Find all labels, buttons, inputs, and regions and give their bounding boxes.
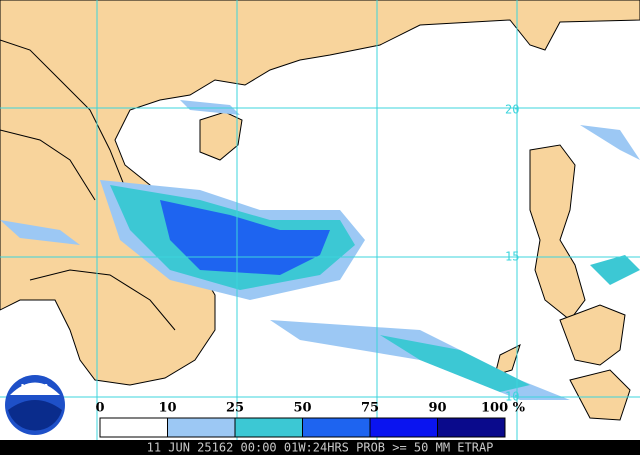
rain-blob [0,220,80,245]
legend-label: 90 [428,401,446,416]
rain-blob [160,200,330,275]
rain-blob [580,125,640,160]
legend-swatch [302,417,371,438]
grid-label: 20 [505,103,519,117]
legend-swatch [437,417,506,438]
legend-label: 75 [361,401,379,416]
grid-label: 15 [505,250,519,264]
legend-swatch [234,417,303,438]
noaa-logo: NOAA [5,375,65,435]
logo-text: NOAA [21,384,50,394]
graticule [0,0,640,440]
rain-probability [0,100,640,400]
legend-label: 100 % [481,401,526,416]
rain-blob [380,335,530,392]
legend-swatch [99,417,168,438]
legend-label: 10 [158,401,176,416]
land [0,0,640,421]
footer-bar [0,440,640,455]
legend: 0 10 25 50 75 90 100 % [95,401,526,438]
footer-text: 11 JUN 25162 00:00 01W:24HRS PROB >= 50 … [147,441,494,455]
grid-labels: 20 15 10 [505,103,519,404]
rain-blob [590,255,640,285]
grid-label: 10 [505,390,519,404]
legend-label: 25 [226,401,244,416]
legend-label: 50 [293,401,311,416]
legend-swatch [369,417,438,438]
legend-label: 0 [95,401,104,416]
legend-swatch [167,417,236,438]
